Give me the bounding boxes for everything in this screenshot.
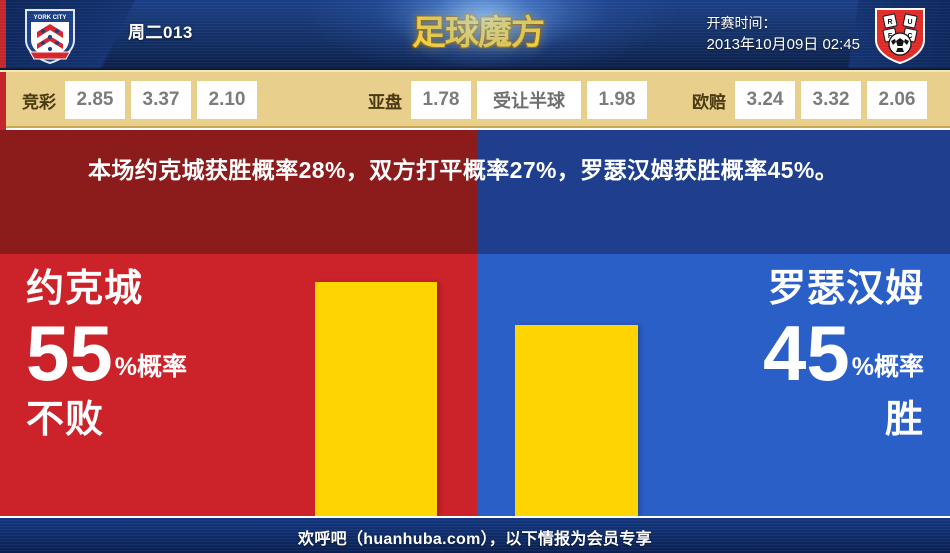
odds-group-label: 亚盘 (368, 92, 402, 112)
odds-cell-home[interactable]: 3.24 (735, 81, 795, 119)
page-footer: 欢呼吧（huanhuba.com），以下情报为会员专享 (0, 516, 950, 553)
away-stats-block: 罗瑟汉姆 45 %概率 胜 (763, 266, 924, 446)
home-stats-block: 约克城 55 %概率 不败 (26, 266, 187, 446)
kickoff-value: 2013年10月09日 02:45 (706, 36, 860, 53)
home-result-word: 不败 (26, 399, 105, 441)
away-probability-bar (515, 325, 638, 516)
odds-cell-handicap[interactable]: 受让半球 (477, 81, 581, 119)
svg-text:R: R (887, 19, 892, 26)
site-brand-logo: 足球魔方 (392, 0, 572, 70)
probability-comparison: 约克城 55 %概率 不败 罗瑟汉姆 45 %概率 胜 (0, 254, 950, 516)
away-percent-value: 45 (763, 309, 850, 397)
odds-group-jingcai: 竞彩 2.85 3.37 2.10 (22, 81, 257, 119)
brand-logo-text: 足球魔方 (412, 14, 545, 52)
headline-left-panel (0, 130, 477, 254)
home-team-crest-icon: YORK CITY (22, 6, 78, 65)
match-number-label: 周二013 (128, 23, 193, 42)
headline-right-panel (477, 130, 950, 254)
footer-promo-text: 欢呼吧（huanhuba.com），以下情报为会员专享 (298, 531, 652, 548)
odds-cell-home[interactable]: 1.78 (411, 81, 471, 119)
odds-bar: 竞彩 2.85 3.37 2.10 亚盘 1.78 受让半球 1.98 欧赔 3… (0, 70, 950, 130)
home-probability-bar (315, 282, 437, 516)
home-team-name: 约克城 (26, 268, 144, 310)
page-header: YORK CITY 周二013 足球魔方 开赛时间： 2013年10月09日 0… (0, 0, 950, 70)
odds-group-oupei: 欧赔 3.24 3.32 2.06 (692, 81, 927, 119)
odds-cell-draw[interactable]: 3.37 (131, 81, 191, 119)
home-percent-row: 55 %概率 (26, 309, 187, 397)
odds-group-yapan: 亚盘 1.78 受让半球 1.98 (368, 81, 647, 119)
svg-text:YORK CITY: YORK CITY (34, 15, 67, 21)
odds-cell-away[interactable]: 2.06 (867, 81, 927, 119)
svg-text:C: C (907, 33, 912, 40)
home-percent-suffix: %概率 (114, 353, 187, 381)
away-team-crest-icon: R U F C (872, 6, 928, 65)
away-result-word: 胜 (884, 399, 924, 441)
odds-red-edge (0, 72, 6, 130)
kickoff-time-block: 开赛时间： 2013年10月09日 02:45 (707, 12, 860, 56)
headline-summary-text: 本场约克城获胜概率28%，双方打平概率27%，罗瑟汉姆获胜概率45%。 (88, 157, 839, 183)
odds-cell-away[interactable]: 1.98 (587, 81, 647, 119)
odds-group-label: 欧赔 (692, 92, 726, 112)
svg-text:U: U (907, 19, 912, 26)
away-team-name: 罗瑟汉姆 (767, 268, 924, 310)
away-percent-suffix: %概率 (851, 353, 924, 381)
kickoff-label: 开赛时间： (706, 15, 777, 31)
odds-cell-draw[interactable]: 3.32 (801, 81, 861, 119)
home-percent-value: 55 (26, 309, 113, 397)
header-red-edge (0, 0, 6, 70)
odds-cell-home[interactable]: 2.85 (65, 81, 125, 119)
odds-cell-away[interactable]: 2.10 (197, 81, 257, 119)
away-percent-row: 45 %概率 (763, 309, 924, 397)
odds-group-label: 竞彩 (22, 92, 56, 112)
header-bottom-rule (0, 68, 950, 70)
headline-band: 本场约克城获胜概率28%，双方打平概率27%，罗瑟汉姆获胜概率45%。 (0, 130, 950, 254)
svg-text:F: F (888, 33, 893, 40)
